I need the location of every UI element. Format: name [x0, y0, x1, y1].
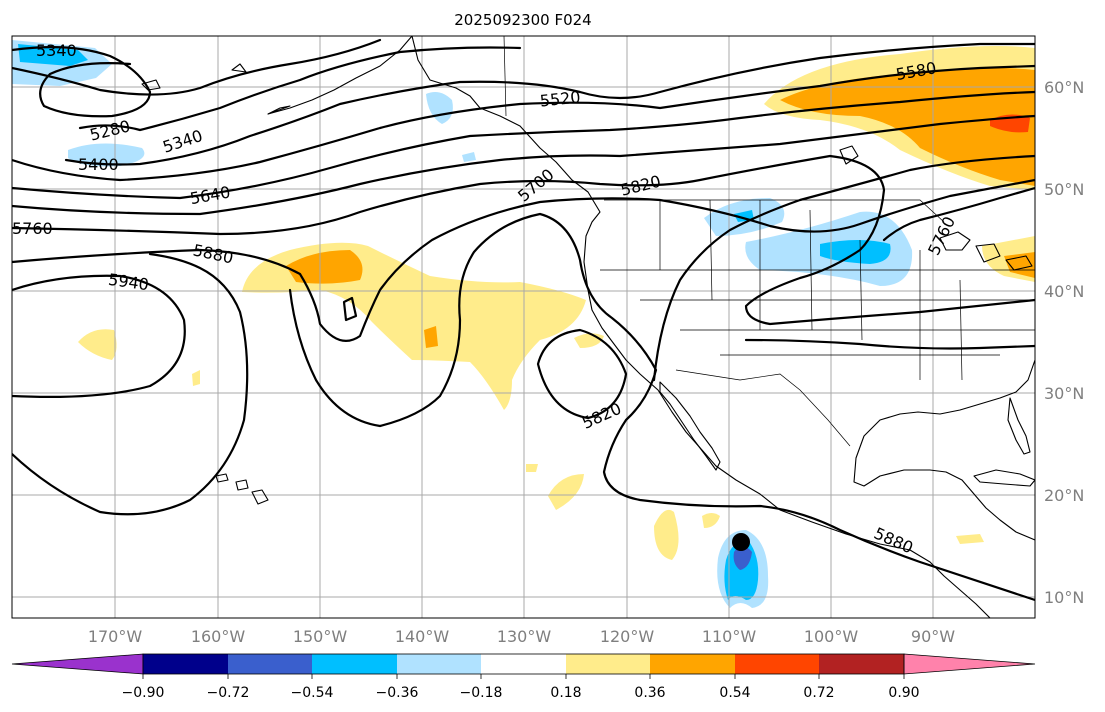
- contour-line: [12, 45, 152, 118]
- contour-line: [536, 328, 628, 420]
- positive-anomaly-band: [242, 242, 586, 410]
- contour-line: [12, 252, 249, 516]
- baja-coast: [659, 381, 721, 471]
- colorbar-frame: [142, 653, 905, 675]
- great-lakes: [939, 231, 1033, 271]
- latitude-labels: 60°N 50°N 40°N 30°N 20°N 10°N: [1044, 78, 1084, 607]
- lat-label: 30°N: [1044, 384, 1084, 403]
- colorbar-segment: [143, 654, 228, 674]
- colorbar-tick-label: −0.18: [460, 685, 503, 701]
- negative-anomaly-patch: [462, 152, 476, 162]
- us-mexico-border: [675, 369, 851, 447]
- longitude-labels: 170°W 160°W 150°W 140°W 130°W 120°W 110°…: [88, 627, 955, 646]
- political-borders: [503, 36, 1035, 447]
- lon-label: 90°W: [911, 627, 955, 646]
- contour-line: [64, 42, 1035, 166]
- map-frame: [11, 35, 1036, 619]
- colorbar-tick-label: 0.90: [888, 685, 919, 701]
- canada-us-border: [604, 199, 945, 223]
- lon-label: 170°W: [88, 627, 143, 646]
- lon-label: 140°W: [395, 627, 450, 646]
- contour-label: 5400: [78, 155, 119, 174]
- positive-anomaly-core: [424, 326, 438, 348]
- contour-line: [12, 154, 1035, 326]
- lat-label: 50°N: [1044, 180, 1084, 199]
- aleutian-islands: [141, 63, 291, 115]
- positive-anomaly-patch: [956, 534, 984, 544]
- colorbar-tick-label: 0.54: [719, 685, 750, 701]
- positive-anomaly-patch: [192, 370, 200, 386]
- florida-coast: [1007, 397, 1031, 455]
- hawaii-islands: [215, 473, 269, 505]
- contour-line: [12, 64, 1035, 182]
- colorbar-segment: [735, 654, 819, 674]
- colorbar-tick-label: −0.90: [122, 685, 165, 701]
- colorbar-low-extension: [11, 653, 144, 675]
- colorbar-tick-label: 0.36: [634, 685, 665, 701]
- gulf-coast: [853, 359, 1035, 541]
- graticule: [12, 36, 1035, 618]
- negative-anomaly-patch: [68, 143, 145, 167]
- lat-label: 10°N: [1044, 588, 1084, 607]
- contour-line: [12, 178, 1035, 342]
- contour-line: [12, 38, 382, 96]
- north-america-coastline: [411, 36, 991, 618]
- negative-anomaly-max: [733, 546, 752, 570]
- positive-anomaly-patch: [548, 474, 584, 510]
- colorbar-segment: [312, 654, 397, 674]
- contour-line: [12, 274, 186, 398]
- positive-anomaly-patch: [78, 329, 117, 360]
- colorbar-tick-label: 0.72: [803, 685, 834, 701]
- map-area: 5340 5280 5340 5400 5520 5580 5640 5700 …: [12, 36, 1035, 618]
- black-dot-icon: [732, 533, 750, 551]
- anomaly-shading: [12, 40, 1035, 608]
- contour-line: [652, 154, 1035, 382]
- lon-label: 100°W: [804, 627, 859, 646]
- lat-label: 20°N: [1044, 486, 1084, 505]
- positive-anomaly-patch: [702, 513, 720, 528]
- contour-line: [12, 114, 1035, 216]
- colorbar-segment: [481, 654, 566, 674]
- positive-anomaly-core: [780, 67, 1035, 186]
- lat-label: 40°N: [1044, 282, 1084, 301]
- negative-anomaly-patch: [426, 92, 453, 124]
- height-contours: [12, 38, 1035, 602]
- colorbar-tick-label: −0.72: [207, 685, 250, 701]
- alaska-border: [503, 36, 507, 117]
- lon-label: 120°W: [600, 627, 655, 646]
- negative-anomaly-core: [18, 44, 88, 66]
- positive-anomaly-patch: [654, 509, 679, 560]
- contour-line: [342, 296, 358, 322]
- lon-label: 130°W: [497, 627, 552, 646]
- contour-line: [882, 186, 1035, 242]
- colorbar-segment: [397, 654, 481, 674]
- contour-label: 5520: [539, 87, 581, 110]
- colorbar-segment: [650, 654, 735, 674]
- contour-line: [78, 46, 522, 132]
- map-title: 2025092300 F024: [454, 11, 591, 29]
- lon-label: 110°W: [702, 627, 757, 646]
- colorbar-high-extension: [903, 653, 1036, 675]
- contour-line: [288, 212, 1035, 602]
- colorbar: −0.90 −0.72 −0.54 −0.36 −0.18 0.18 0.36 …: [11, 653, 1036, 701]
- colorbar-tick-label: −0.36: [376, 685, 419, 701]
- cuba-coast: [973, 469, 1035, 487]
- colorbar-segment: [228, 654, 312, 674]
- us-state-borders: [600, 199, 1035, 381]
- lat-label: 60°N: [1044, 78, 1084, 97]
- lon-label: 160°W: [191, 627, 246, 646]
- colorbar-segment: [819, 654, 904, 674]
- positive-anomaly-core: [286, 250, 363, 284]
- contour-line: [744, 338, 1035, 350]
- colorbar-tick-label: −0.54: [291, 685, 334, 701]
- colorbar-ticks: [142, 674, 905, 679]
- colorbar-segment: [566, 654, 650, 674]
- contour-label: 5340: [36, 41, 77, 60]
- positive-anomaly-patch: [526, 464, 538, 472]
- contour-label: 5760: [12, 219, 53, 238]
- colorbar-tick-label: 0.18: [550, 685, 581, 701]
- contour-line: [12, 90, 1035, 200]
- lon-label: 150°W: [293, 627, 348, 646]
